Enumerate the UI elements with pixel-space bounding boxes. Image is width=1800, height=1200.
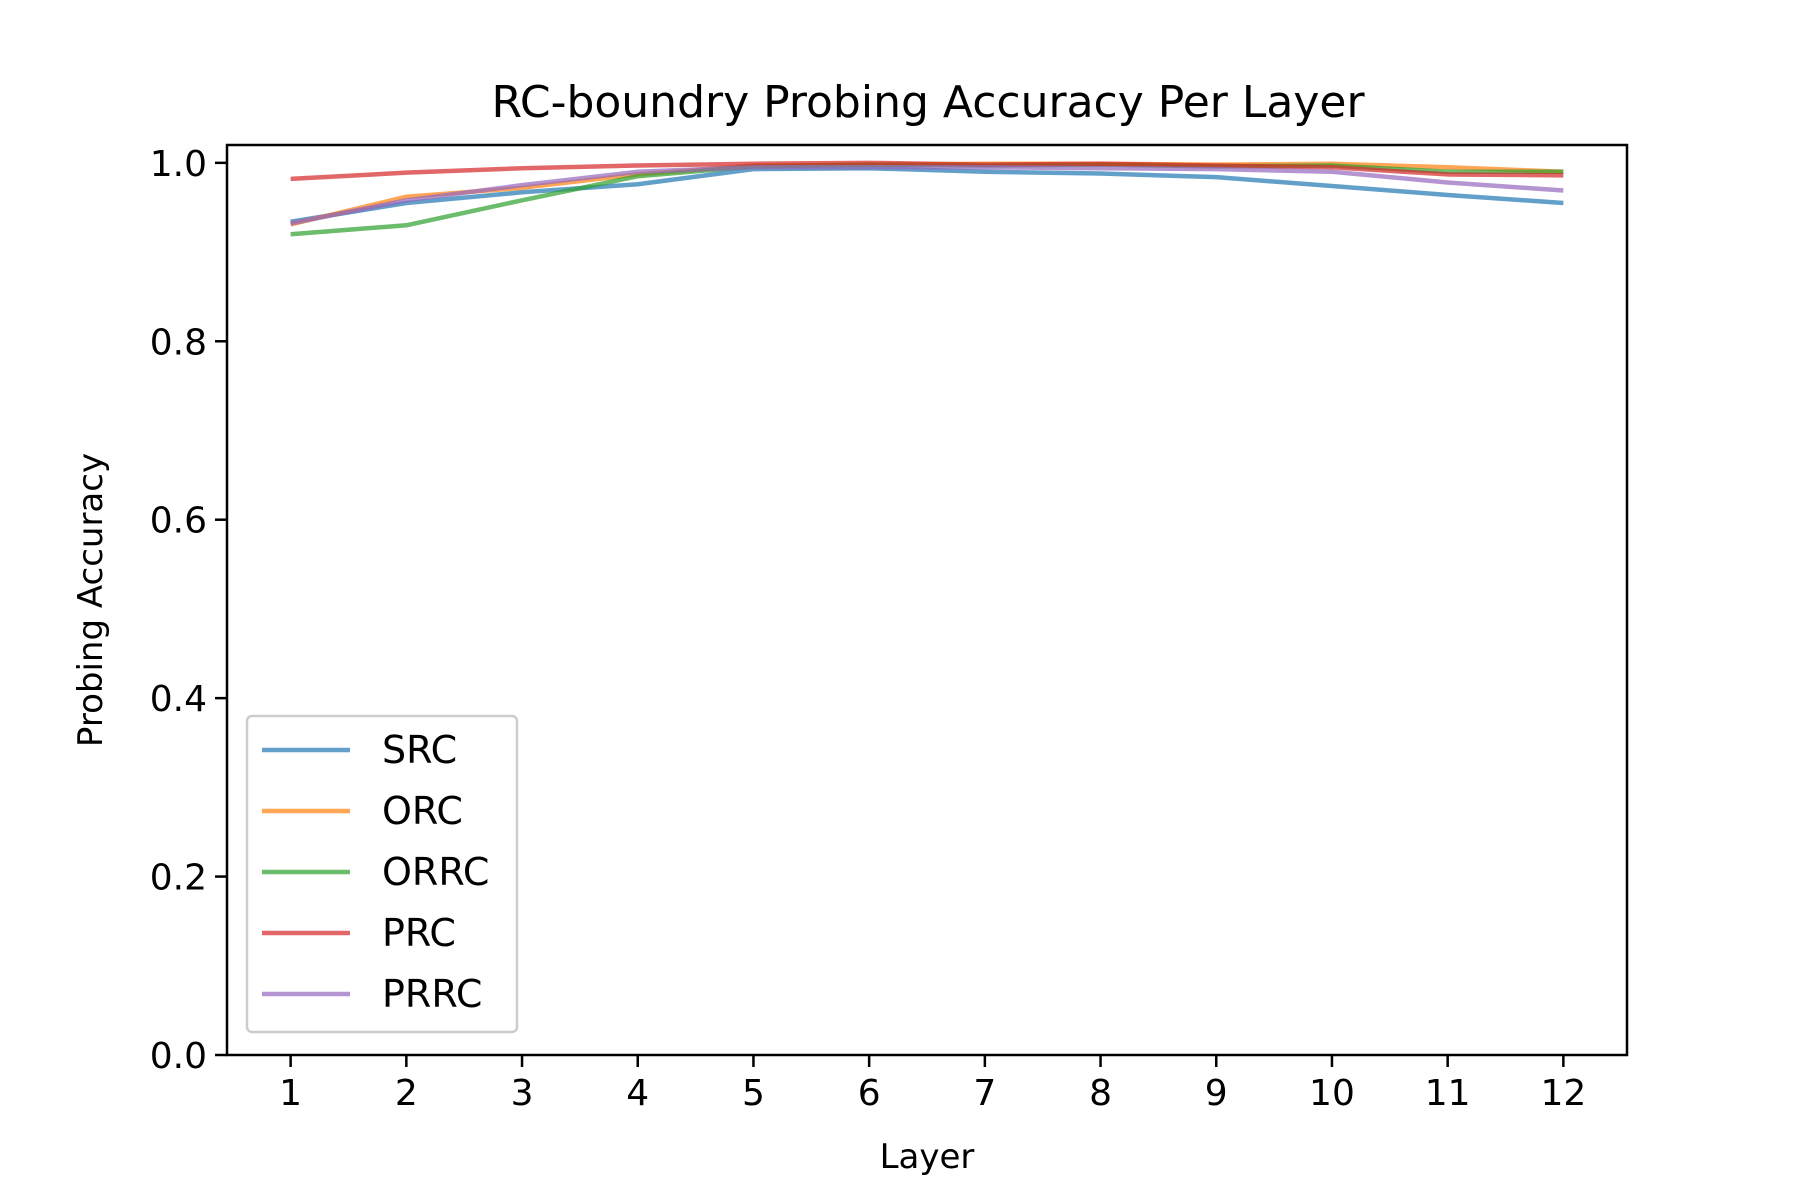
x-axis-label: Layer: [880, 1137, 975, 1177]
series-line-prrc: [290, 165, 1564, 226]
series-line-src: [290, 165, 1564, 224]
legend-box: [245, 714, 519, 1034]
x-tick-label: 4: [626, 1073, 649, 1114]
x-tick-label: 6: [858, 1073, 881, 1114]
chart-title: RC-boundry Probing Accuracy Per Layer: [491, 77, 1365, 128]
x-tick-label: 8: [1089, 1073, 1112, 1114]
legend-label-prc: PRC: [382, 911, 456, 955]
x-tick-label: 3: [511, 1073, 534, 1114]
legend-label-src: SRC: [382, 728, 457, 772]
plot-area-lines: [290, 160, 1564, 237]
legend: SRC ORC ORRC PRC PRRC: [245, 714, 519, 1034]
y-tick-label: 0.6: [150, 501, 207, 542]
plot-frame: [225, 143, 1629, 1057]
x-tick-label: 7: [973, 1073, 996, 1114]
series-line-prc: [290, 160, 1564, 182]
x-tick-label: 1: [279, 1073, 302, 1114]
legend-label-orc: ORC: [382, 789, 463, 833]
x-tick-label: 9: [1205, 1073, 1228, 1114]
y-tick-label: 0.4: [150, 679, 207, 720]
y-tick-label: 0.0: [150, 1036, 207, 1077]
x-axis-ticks: 1 2 3 4 5 6 7 8 9 10 11 12: [279, 1055, 1586, 1114]
x-tick-label: 11: [1425, 1073, 1471, 1114]
x-tick-label: 2: [395, 1073, 418, 1114]
legend-label-orrc: ORRC: [382, 850, 489, 894]
x-tick-label: 10: [1309, 1073, 1355, 1114]
y-axis-ticks: 0.0 0.2 0.4 0.6 0.8 1.0: [150, 144, 227, 1077]
x-tick-label: 12: [1540, 1073, 1586, 1114]
y-tick-label: 0.2: [150, 858, 207, 899]
y-axis-label: Probing Accuracy: [71, 453, 111, 747]
x-tick-label: 5: [742, 1073, 765, 1114]
y-tick-label: 1.0: [150, 144, 207, 185]
y-tick-label: 0.8: [150, 322, 207, 363]
legend-label-prrc: PRRC: [382, 972, 482, 1016]
